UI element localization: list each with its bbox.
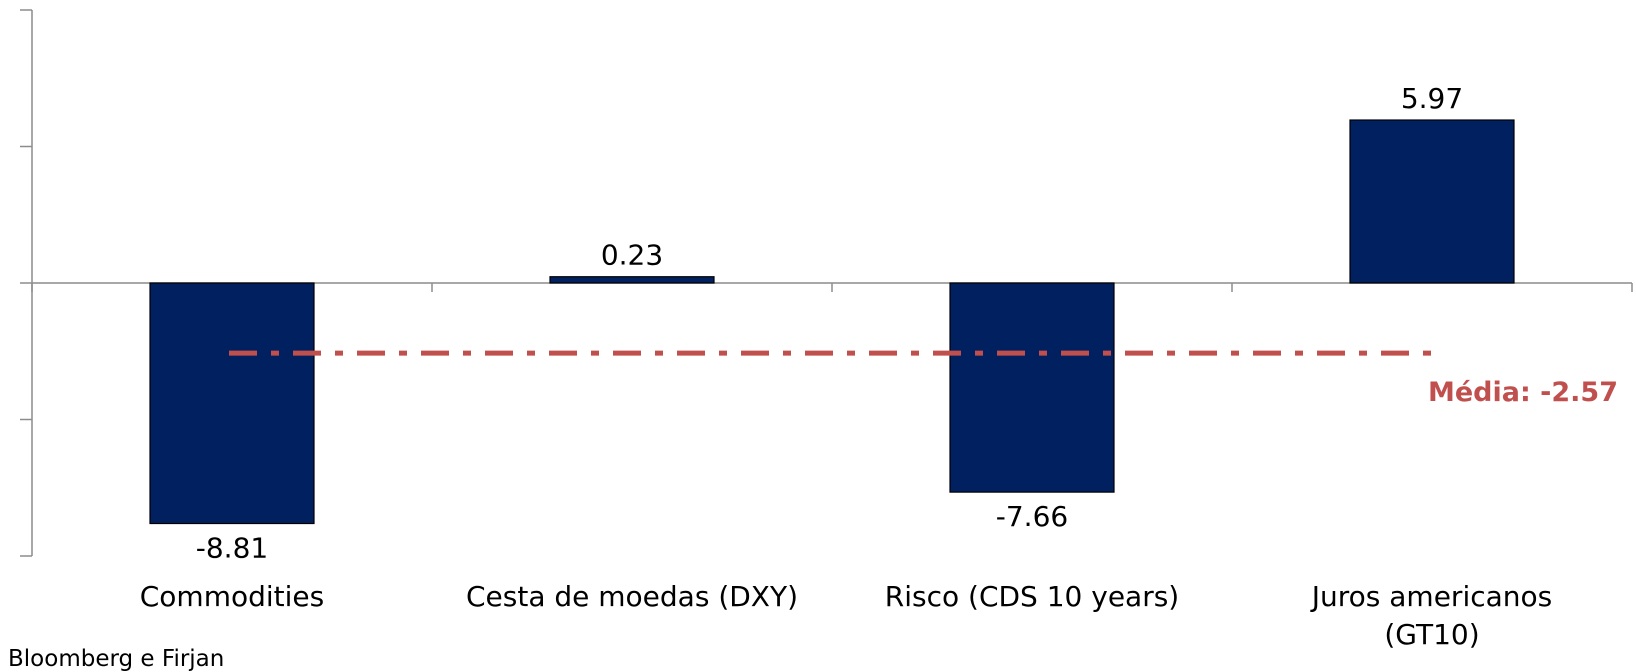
y-axis-ticks [20, 9, 32, 557]
category-labels-group: Commodities Cesta de moedas (DXY) Risco (C… [140, 580, 1553, 651]
data-label: -7.66 [996, 500, 1068, 533]
x-axis-ticks [31, 283, 1633, 292]
bars-group [149, 119, 1515, 525]
data-label: 0.23 [601, 239, 663, 272]
category-label: Juros americanos [1310, 580, 1553, 613]
category-label: (GT10) [1384, 618, 1479, 651]
average-label: Média: -2.57 [1428, 377, 1618, 408]
category-label: Commodities [140, 580, 325, 613]
data-labels-group: -8.81 0.23 -7.66 5.97 [196, 82, 1463, 564]
bar [549, 276, 715, 284]
data-label: -8.81 [196, 532, 268, 565]
bar [149, 282, 315, 525]
category-label: Risco (CDS 10 years) [885, 580, 1179, 613]
bar [1349, 119, 1515, 284]
bar [949, 282, 1115, 493]
source-note: Bloomberg e Firjan [8, 646, 225, 672]
category-label: Cesta de moedas (DXY) [466, 580, 798, 613]
data-label: 5.97 [1401, 82, 1463, 115]
